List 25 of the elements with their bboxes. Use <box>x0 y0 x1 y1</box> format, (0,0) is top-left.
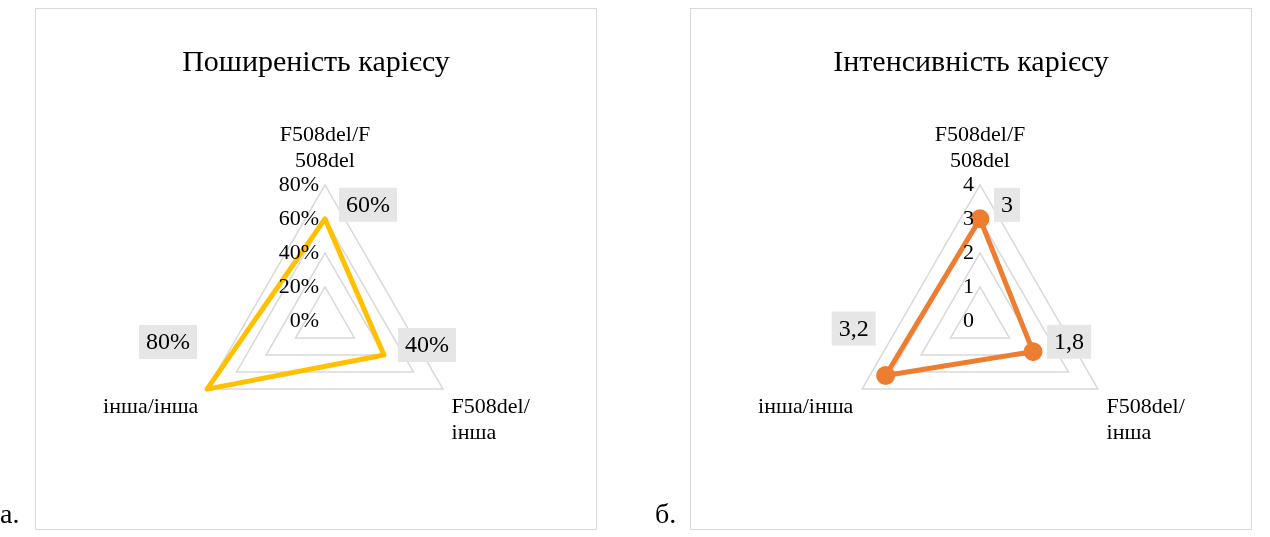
y-tick-label: 1 <box>963 272 974 298</box>
spoke-label: F508del/ інша <box>451 393 531 445</box>
y-tick-label: 60% <box>278 204 319 230</box>
spoke-label: F508del/F 508del <box>279 120 371 173</box>
text: б. <box>655 498 677 530</box>
data-label: 60% <box>346 191 390 218</box>
text: а. <box>0 498 20 530</box>
data-label: 3,2 <box>838 314 869 341</box>
spoke-label: інша/інша <box>103 393 199 419</box>
data-label: 3 <box>1001 191 1013 218</box>
spoke-label: F508del/F 508del <box>934 120 1026 173</box>
chart-title: Інтенсивність карієсу <box>833 43 1109 77</box>
y-tick-label: 20% <box>278 272 319 298</box>
spoke-label: інша/інша <box>758 393 854 419</box>
y-tick-label: 3 <box>963 204 974 230</box>
data-label: 1,8 <box>1054 327 1085 354</box>
y-tick-label: 2 <box>963 238 974 264</box>
y-tick-label: 80% <box>278 170 319 196</box>
data-label: 40% <box>404 331 449 358</box>
spoke-label: F508del/ інша <box>1106 393 1186 445</box>
y-tick-label: 0% <box>289 306 319 332</box>
chart-title: Поширеність карієсу <box>182 43 450 77</box>
y-tick-label: 4 <box>963 170 974 196</box>
data-label: 80% <box>146 328 191 355</box>
y-tick-label: 0 <box>963 306 974 332</box>
